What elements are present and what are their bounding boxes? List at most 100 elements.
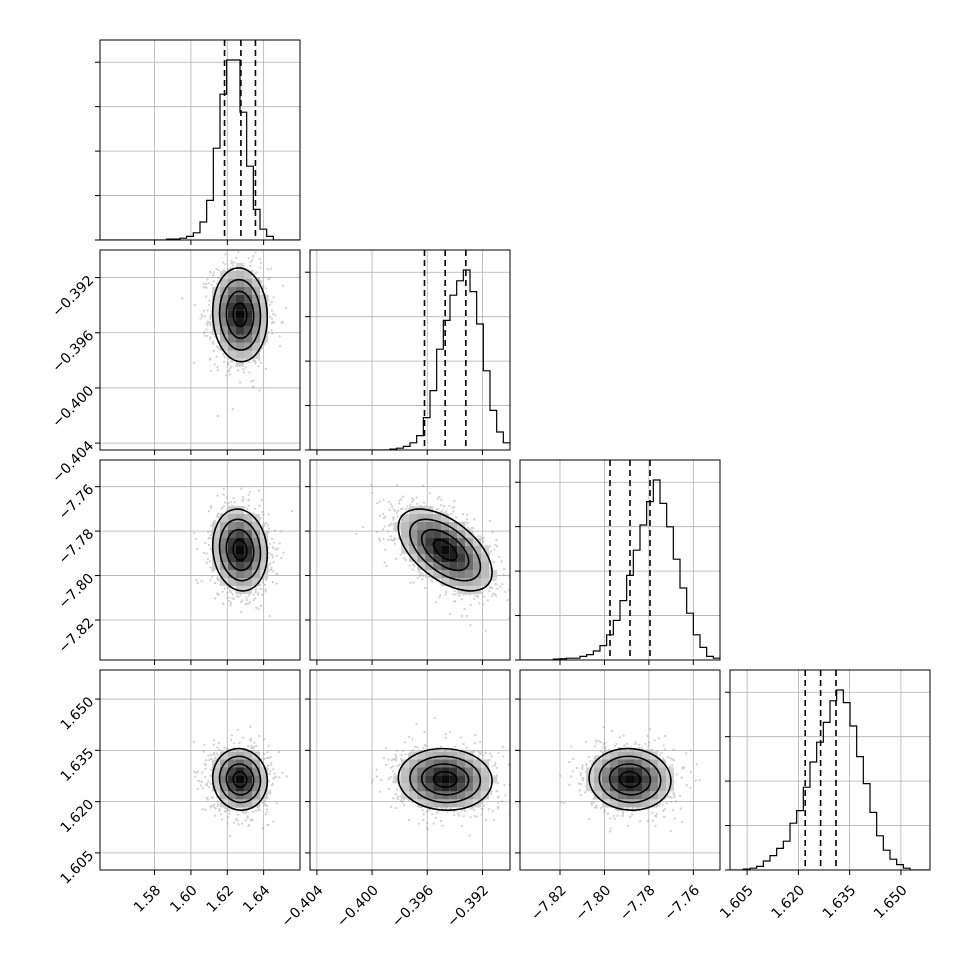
- density-bin: [650, 783, 658, 792]
- density-bin: [401, 538, 410, 546]
- plot-area: [100, 40, 300, 240]
- density-bin: [610, 775, 618, 784]
- plot-area: [520, 460, 720, 660]
- density-bin: [228, 318, 236, 327]
- density-bin: [228, 791, 236, 800]
- contour-level: [608, 763, 652, 796]
- density-bin: [433, 530, 442, 538]
- density-bin: [401, 514, 410, 522]
- density-bin: [417, 759, 426, 768]
- density-bin: [409, 759, 418, 768]
- density-bin: [449, 751, 458, 760]
- x-tick-label: 1.620: [768, 882, 808, 922]
- density-bin: [449, 530, 458, 538]
- density-bin: [212, 538, 220, 546]
- density-bin: [457, 570, 466, 578]
- x-tick-label: −7.82: [528, 882, 570, 924]
- density-bin: [417, 522, 426, 530]
- density-bin: [244, 522, 252, 530]
- density-bin: [220, 318, 228, 327]
- density-bin: [244, 578, 252, 586]
- density-bin: [409, 538, 418, 546]
- density-bin: [425, 538, 434, 546]
- density-bin: [457, 791, 466, 800]
- density-bin: [658, 759, 666, 768]
- density-bin: [481, 578, 490, 586]
- density-bin: [586, 783, 594, 792]
- density-bin: [228, 538, 236, 546]
- density-bin: [481, 562, 490, 570]
- density-bin: [457, 554, 466, 562]
- density-bin: [457, 775, 466, 784]
- density-bin: [441, 799, 450, 808]
- density-bin: [236, 358, 244, 367]
- density-bin: [244, 294, 252, 303]
- density-bin: [658, 775, 666, 784]
- density-bin: [457, 759, 466, 768]
- density-bin: [228, 775, 236, 784]
- density-bin: [602, 783, 610, 792]
- density-bin: [642, 799, 650, 808]
- density-bin: [481, 759, 490, 768]
- density-bin: [618, 791, 626, 800]
- density-bin: [220, 522, 228, 530]
- y-tick-label: −0.404: [49, 438, 97, 486]
- density-bin: [236, 538, 244, 546]
- density-bin: [634, 775, 642, 784]
- density-bin: [449, 578, 458, 586]
- contour-level: [618, 770, 642, 788]
- density-bin: [260, 310, 268, 319]
- density-bin: [481, 554, 490, 562]
- contour-level: [232, 770, 248, 788]
- density-bin: [252, 342, 260, 351]
- density-bin: [212, 302, 220, 311]
- density-bin: [465, 799, 474, 808]
- x-tick-label: 1.605: [717, 882, 757, 922]
- density-bin: [449, 791, 458, 800]
- density-bin: [212, 775, 220, 784]
- density-bin: [586, 775, 594, 784]
- density-bin: [252, 310, 260, 319]
- density-bin: [244, 767, 252, 776]
- density-bin: [260, 546, 268, 554]
- contour-level: [225, 763, 255, 796]
- axes-frame: [99, 249, 301, 451]
- density-bin: [618, 759, 626, 768]
- density-bin: [409, 514, 418, 522]
- density-bin: [212, 530, 220, 538]
- density-bin: [642, 775, 650, 784]
- histogram-step: [730, 689, 930, 870]
- density-bin: [473, 783, 482, 792]
- density-bin: [393, 775, 402, 784]
- density-bin: [417, 506, 426, 514]
- density-bin: [409, 775, 418, 784]
- contour-level: [232, 538, 248, 562]
- density-bin: [465, 783, 474, 792]
- axes-frame: [309, 249, 511, 451]
- density-bin: [236, 775, 244, 784]
- density-bin: [244, 799, 252, 808]
- density-bin: [425, 546, 434, 554]
- contour-level: [598, 755, 662, 804]
- density-bin: [433, 799, 442, 808]
- density-bin: [441, 522, 450, 530]
- density-bin: [252, 546, 260, 554]
- contour-level: [420, 528, 470, 572]
- histogram-panel-0: [95, 39, 301, 245]
- density-bin: [610, 759, 618, 768]
- y-tick-label: −7.82: [56, 615, 98, 657]
- density-bin: [425, 783, 434, 792]
- contour-level: [218, 278, 262, 351]
- density-bin: [236, 302, 244, 311]
- density-bin: [228, 350, 236, 359]
- y-tick-label: −0.392: [49, 273, 97, 321]
- density-bin: [425, 554, 434, 562]
- density-bin: [244, 783, 252, 792]
- density-bin: [642, 783, 650, 792]
- x-tick-label: −7.76: [661, 882, 703, 924]
- density-bin: [433, 570, 442, 578]
- density-bin: [465, 578, 474, 586]
- x-tick-label: −0.396: [389, 882, 437, 930]
- plot-area: [181, 251, 288, 418]
